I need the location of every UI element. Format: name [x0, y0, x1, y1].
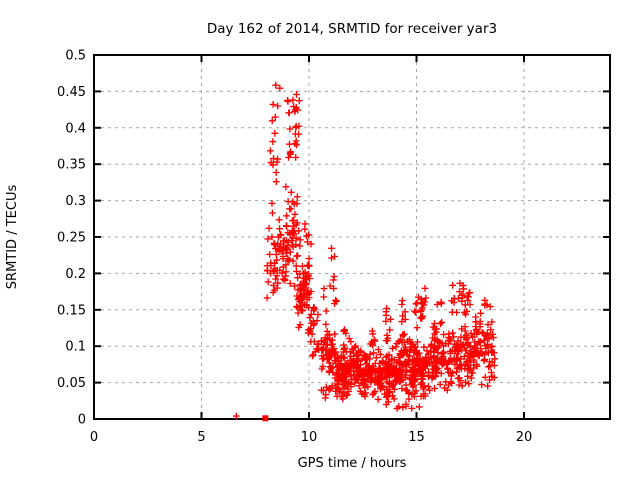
y-axis-label: SRMTID / TECUs — [5, 185, 20, 290]
y-tick-label: 0.05 — [57, 376, 86, 391]
plot-border — [93, 54, 611, 420]
y-tick-label: 0.4 — [65, 121, 86, 136]
y-tick-label: 0 — [78, 413, 86, 428]
x-tick-label: 20 — [516, 430, 533, 445]
x-tick-label: 5 — [197, 430, 205, 445]
y-tick-label: 0.25 — [57, 231, 86, 246]
x-tick-label: 15 — [408, 430, 425, 445]
x-axis-label: GPS time / hours — [298, 456, 407, 471]
chart-title: Day 162 of 2014, SRMTID for receiver yar… — [207, 21, 497, 37]
square-marker — [262, 415, 269, 422]
y-tick-label: 0.35 — [57, 158, 86, 173]
y-tick-label: 0.1 — [65, 340, 86, 355]
y-tick-label: 0.15 — [57, 303, 86, 318]
y-tick-label: 0.5 — [65, 49, 86, 64]
grid-lines — [94, 55, 610, 419]
x-tick-label: 10 — [301, 430, 318, 445]
y-tick-labels: 0 0.05 0.1 0.15 0.2 0.25 0.3 0.35 0.4 0.45 0.5 — [57, 49, 86, 428]
x-tick-labels: 0 5 10 15 20 — [90, 430, 532, 445]
y-tick-label: 0.3 — [65, 194, 86, 209]
plus-markers — [232, 81, 499, 420]
scatter-points — [232, 81, 499, 422]
y-tick-label: 0.45 — [57, 85, 86, 100]
x-tick-label: 0 — [90, 430, 98, 445]
y-tick-label: 0.2 — [65, 267, 86, 282]
